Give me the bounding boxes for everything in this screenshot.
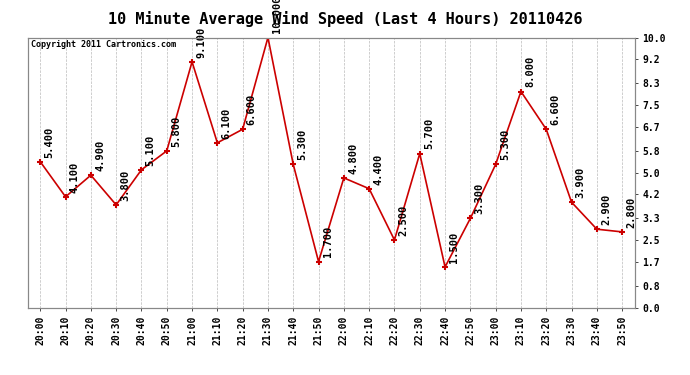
Text: 4.100: 4.100 xyxy=(70,161,80,193)
Text: 10 Minute Average Wind Speed (Last 4 Hours) 20110426: 10 Minute Average Wind Speed (Last 4 Hou… xyxy=(108,11,582,27)
Text: 5.800: 5.800 xyxy=(171,116,181,147)
Text: 6.100: 6.100 xyxy=(221,107,232,139)
Text: 5.300: 5.300 xyxy=(500,129,510,160)
Text: 6.600: 6.600 xyxy=(551,94,560,125)
Text: 5.700: 5.700 xyxy=(424,118,434,149)
Text: 3.300: 3.300 xyxy=(475,183,484,214)
Text: 2.800: 2.800 xyxy=(627,196,636,228)
Text: 6.600: 6.600 xyxy=(247,94,257,125)
Text: Copyright 2011 Cartronics.com: Copyright 2011 Cartronics.com xyxy=(30,40,176,49)
Text: 9.100: 9.100 xyxy=(196,26,206,58)
Text: 8.000: 8.000 xyxy=(525,56,535,87)
Text: 10.000: 10.000 xyxy=(272,0,282,33)
Text: 5.400: 5.400 xyxy=(44,126,55,158)
Text: 1.700: 1.700 xyxy=(323,226,333,257)
Text: 5.100: 5.100 xyxy=(146,134,156,166)
Text: 4.800: 4.800 xyxy=(348,142,358,174)
Text: 2.900: 2.900 xyxy=(601,194,611,225)
Text: 1.500: 1.500 xyxy=(449,232,460,263)
Text: 3.800: 3.800 xyxy=(120,170,130,201)
Text: 3.900: 3.900 xyxy=(575,167,586,198)
Text: 4.900: 4.900 xyxy=(95,140,105,171)
Text: 5.300: 5.300 xyxy=(297,129,308,160)
Text: 4.400: 4.400 xyxy=(373,153,384,184)
Text: 2.500: 2.500 xyxy=(399,205,408,236)
